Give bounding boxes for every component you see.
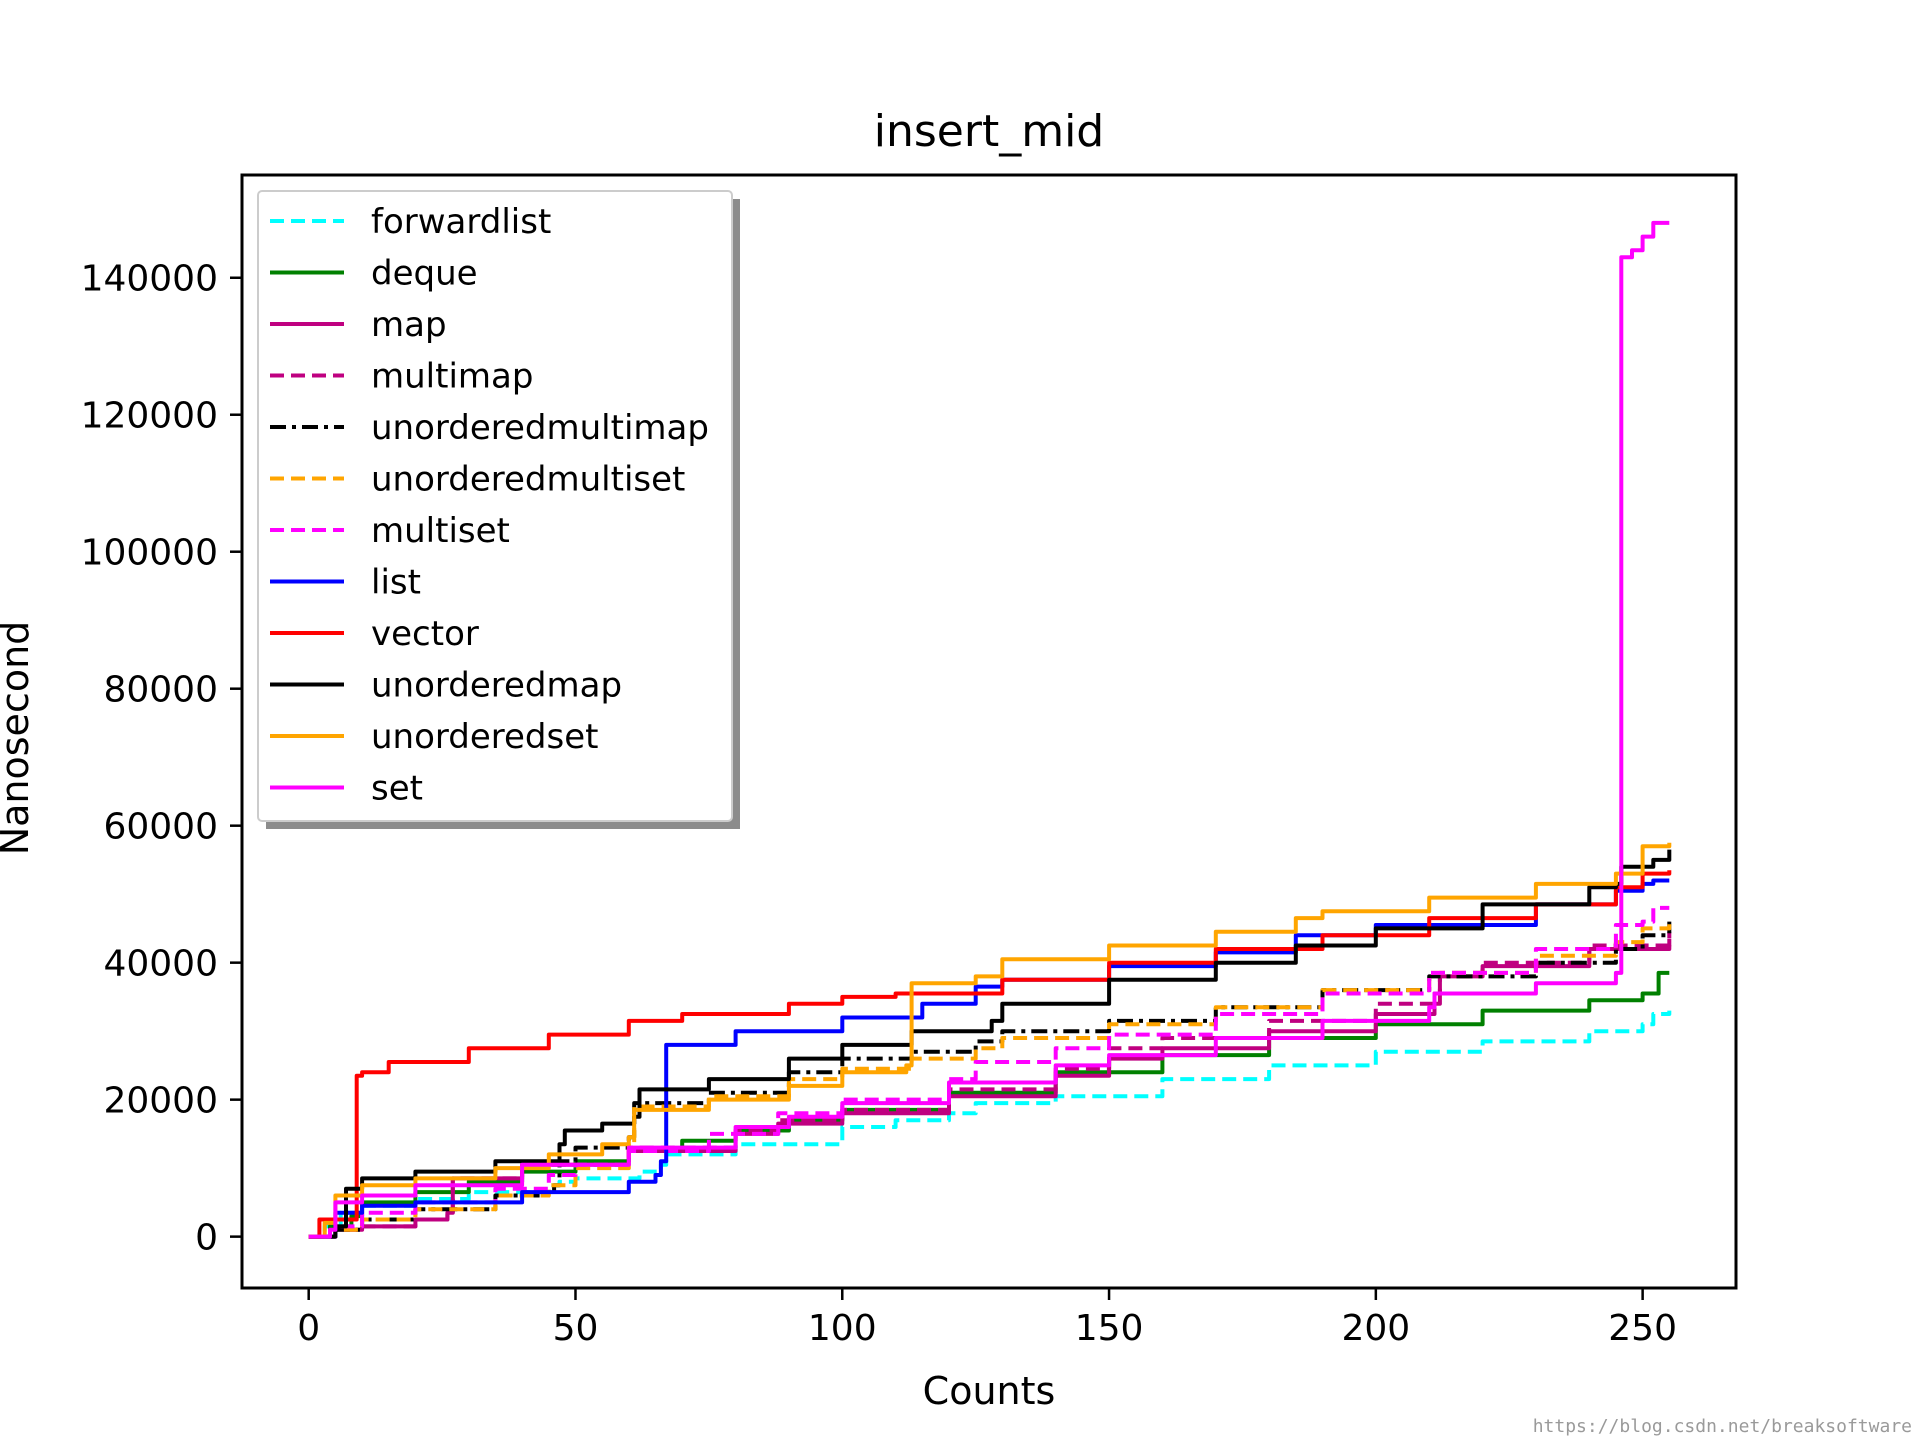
series-line-unorderedmap	[308, 849, 1672, 1239]
legend-label-list: list	[371, 563, 421, 603]
legend-label-set: set	[371, 769, 423, 809]
watermark-text: https://blog.csdn.net/breaksoftware	[1533, 1416, 1912, 1437]
series-line-forwardlist	[308, 1010, 1672, 1239]
legend-label-unorderedmultimap: unorderedmultimap	[371, 408, 709, 448]
y-tick-label: 140000	[81, 259, 218, 300]
legend: forwardlist deque map multimap unorderedmult…	[257, 190, 740, 829]
y-tick-label: 80000	[103, 670, 218, 711]
series-line-vector	[308, 870, 1672, 1239]
y-tick-label: 100000	[81, 533, 218, 574]
series-line-unorderedset	[308, 842, 1672, 1239]
legend-label-multimap: multimap	[371, 357, 533, 397]
legend-label-forwardlist: forwardlist	[371, 202, 551, 242]
legend-label-multiset: multiset	[371, 511, 510, 551]
y-tick-label: 60000	[103, 807, 218, 848]
y-tick-label: 20000	[103, 1081, 218, 1122]
y-tick-label: 0	[195, 1218, 218, 1259]
x-tick-label: 250	[1608, 1308, 1677, 1349]
legend-label-deque: deque	[371, 254, 478, 294]
x-tick-label: 200	[1341, 1308, 1410, 1349]
x-tick-label: 0	[297, 1308, 320, 1349]
y-axis-label: Nanosecond	[0, 621, 37, 856]
x-tick-label: 100	[808, 1308, 877, 1349]
legend-box	[257, 190, 733, 822]
legend-label-unorderedset: unorderedset	[371, 717, 598, 757]
y-tick-label: 40000	[103, 944, 218, 985]
series-line-set	[308, 220, 1670, 1239]
x-axis-label: Counts	[923, 1369, 1056, 1413]
legend-label-map: map	[371, 305, 447, 345]
x-tick-label: 150	[1075, 1308, 1144, 1349]
legend-label-vector: vector	[371, 614, 479, 654]
chart-title: insert_mid	[874, 106, 1104, 157]
series-lines	[308, 220, 1672, 1239]
y-tick-label: 120000	[81, 396, 218, 437]
x-tick-label: 50	[553, 1308, 599, 1349]
legend-label-unorderedmultiset: unorderedmultiset	[371, 460, 685, 500]
legend-label-unorderedmap: unorderedmap	[371, 666, 622, 706]
axis-ticks: 0 50 100 150 200 250 0 20000 40000 60000 80000 1000…	[81, 259, 1677, 1349]
